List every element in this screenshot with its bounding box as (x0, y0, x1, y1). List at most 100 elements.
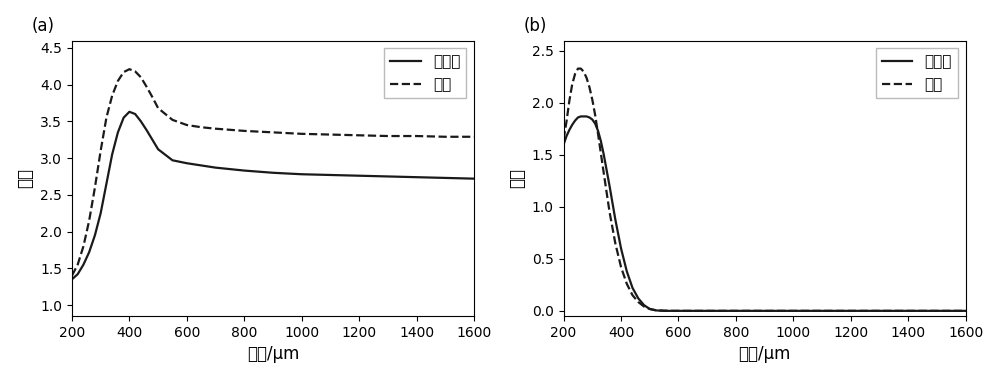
非晶态 (411, 175, 423, 179)
非晶态 (77, 262, 89, 267)
非晶态 (152, 147, 164, 152)
晶态 (578, 70, 590, 74)
晶态 (411, 134, 423, 138)
非晶态 (609, 217, 621, 222)
非晶态 (960, 309, 972, 313)
非晶态 (382, 174, 394, 179)
晶态 (589, 113, 601, 118)
非晶态 (581, 114, 593, 119)
晶态 (581, 76, 593, 80)
晶态 (353, 133, 365, 138)
非晶态 (566, 122, 578, 127)
晶态 (658, 308, 670, 313)
非晶态 (83, 250, 95, 255)
晶态 (267, 130, 279, 135)
非晶态 (195, 163, 207, 168)
晶态 (701, 309, 713, 313)
非晶态 (572, 115, 584, 120)
非晶态 (627, 286, 639, 290)
晶态 (112, 79, 124, 83)
非晶态 (632, 296, 644, 301)
晶态 (960, 309, 972, 313)
非晶态 (106, 152, 118, 157)
非晶态 (560, 134, 572, 138)
非晶态 (595, 139, 607, 144)
非晶态 (181, 161, 193, 166)
非晶态 (141, 128, 153, 133)
晶态 (730, 309, 742, 313)
Y-axis label: 虚部: 虚部 (508, 168, 526, 188)
非晶态 (604, 184, 616, 188)
非晶态 (89, 233, 101, 238)
晶态 (77, 244, 89, 249)
Legend: 非晶态, 晶态: 非晶态, 晶态 (384, 48, 466, 98)
晶态 (181, 123, 193, 127)
非晶态 (146, 138, 158, 142)
非晶态 (166, 158, 178, 163)
非晶态 (66, 277, 78, 282)
晶态 (129, 69, 141, 74)
非晶态 (112, 130, 124, 135)
晶态 (210, 127, 222, 131)
晶态 (644, 307, 656, 311)
晶态 (609, 241, 621, 245)
非晶态 (621, 269, 633, 274)
非晶态 (129, 112, 141, 116)
非晶态 (558, 142, 570, 147)
晶态 (563, 98, 575, 103)
非晶态 (100, 182, 112, 186)
非晶态 (701, 309, 713, 313)
非晶态 (72, 272, 84, 277)
Text: (a): (a) (32, 17, 55, 35)
晶态 (123, 67, 135, 71)
晶态 (296, 131, 308, 136)
非晶态 (583, 115, 595, 120)
晶态 (152, 106, 164, 111)
非晶态 (592, 129, 604, 133)
晶态 (89, 185, 101, 190)
晶态 (566, 82, 578, 87)
晶态 (95, 149, 107, 153)
晶态 (615, 265, 627, 269)
Line: 非晶态: 非晶态 (72, 112, 474, 279)
晶态 (106, 93, 118, 98)
晶态 (118, 70, 130, 74)
非晶态 (238, 168, 250, 173)
非晶态 (118, 116, 130, 120)
非晶态 (578, 114, 590, 119)
晶态 (598, 171, 610, 176)
非晶态 (468, 176, 480, 181)
Line: 非晶态: 非晶态 (564, 116, 966, 311)
非晶态 (598, 153, 610, 157)
非晶态 (672, 309, 684, 313)
晶态 (569, 71, 581, 76)
晶态 (135, 75, 147, 79)
晶态 (650, 308, 662, 312)
晶态 (66, 273, 78, 278)
非晶态 (655, 309, 667, 313)
晶态 (604, 210, 616, 214)
非晶态 (661, 309, 673, 313)
非晶态 (95, 211, 107, 215)
晶态 (632, 300, 644, 304)
非晶态 (615, 246, 627, 251)
晶态 (141, 84, 153, 89)
Legend: 非晶态, 晶态: 非晶态, 晶态 (876, 48, 958, 98)
晶态 (382, 134, 394, 138)
非晶态 (563, 128, 575, 132)
晶态 (592, 132, 604, 136)
非晶态 (353, 173, 365, 178)
晶态 (72, 262, 84, 267)
非晶态 (439, 176, 451, 180)
Text: (b): (b) (523, 17, 547, 35)
晶态 (238, 128, 250, 133)
Y-axis label: 实部: 实部 (17, 168, 35, 188)
晶态 (586, 98, 598, 102)
非晶态 (586, 117, 598, 122)
晶态 (195, 125, 207, 130)
非晶态 (210, 165, 222, 170)
非晶态 (123, 109, 135, 114)
晶态 (166, 117, 178, 122)
X-axis label: 波长/μm: 波长/μm (247, 345, 299, 363)
非晶态 (644, 307, 656, 311)
